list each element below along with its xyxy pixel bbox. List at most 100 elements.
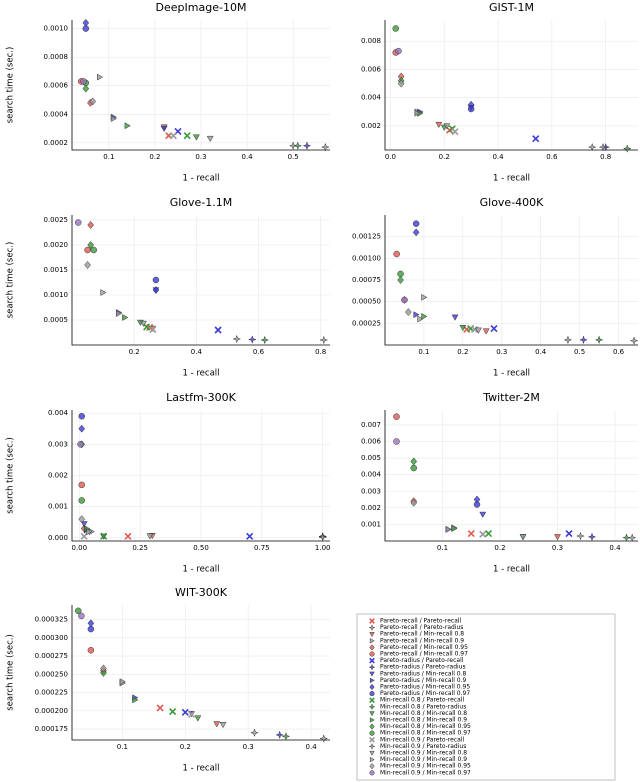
y-tick-label: 0.0025: [44, 216, 69, 224]
x-tick-label: 1.00: [315, 544, 331, 552]
x-tick-label: 0.2: [180, 743, 191, 751]
y-tick-label: 0.003: [48, 440, 68, 448]
legend-label: Min-recall 0.9 / Min-recall 0.95: [380, 763, 471, 770]
x-tick-label: 0.5: [288, 153, 299, 161]
y-axis-label: search time (sec.): [6, 437, 16, 514]
marker: [100, 668, 107, 677]
marker: [100, 533, 108, 540]
marker: [445, 525, 452, 533]
x-axis-label: 1 - recall: [182, 764, 219, 774]
legend-label: Pareto-radius / Min-recall 0.9: [380, 677, 467, 684]
legend-marker: [369, 691, 375, 697]
axis-frame: [384, 410, 638, 542]
marker: [78, 497, 85, 504]
marker: [576, 531, 585, 541]
marker: [412, 228, 420, 237]
marker: [479, 530, 487, 538]
marker: [140, 320, 147, 328]
marker: [563, 335, 573, 345]
x-tick-label: 0.4: [191, 348, 203, 356]
legend-marker: [369, 651, 375, 657]
marker: [146, 533, 154, 540]
marker: [321, 142, 330, 152]
legend-label: Pareto-recall / Min-recall 0.8: [380, 631, 464, 638]
legend-label: Min-recall 0.9 / Pareto-recall: [380, 736, 464, 743]
y-tick-label: 0.0006: [44, 82, 69, 90]
marker: [169, 132, 177, 140]
marker: [397, 270, 404, 278]
x-tick-label: 0.1: [103, 153, 114, 161]
legend-label: Min-recall 0.9 / Min-recall 0.8: [380, 750, 467, 757]
marker: [183, 132, 191, 140]
x-tick-label: 0.6: [253, 348, 265, 356]
x-tick-label: 0.00: [72, 544, 88, 552]
marker: [490, 324, 498, 333]
y-tick-label: 0.000225: [35, 689, 68, 697]
legend-marker: [369, 736, 375, 743]
x-tick-label: 0.2: [494, 544, 505, 552]
marker: [474, 327, 482, 334]
x-tick-label: 0.2: [439, 153, 450, 161]
marker: [421, 312, 428, 320]
marker: [482, 328, 490, 335]
legend-label: Pareto-recall / Min-recall 0.9: [380, 637, 464, 644]
legend-label: Min-recall 0.8 / Min-recall 0.97: [380, 730, 471, 737]
x-tick-label: 0.25: [132, 544, 148, 552]
marker: [80, 78, 87, 85]
x-tick-label: 0.4: [242, 153, 254, 161]
marker: [122, 314, 129, 321]
axis-frame: [71, 410, 330, 542]
legend-label: Min-recall 0.8 / Min-recall 0.95: [380, 723, 471, 730]
marker: [181, 708, 189, 716]
legend-marker: [369, 677, 375, 684]
marker: [459, 325, 467, 332]
x-tick-label: 0.4: [492, 153, 504, 161]
marker: [401, 296, 408, 304]
y-tick-label: 0.000200: [35, 707, 68, 715]
y-tick-label: 0.00050: [352, 298, 381, 306]
legend-label: Min-recall 0.8 / Min-recall 0.9: [380, 717, 467, 724]
x-tick-label: 0.8: [315, 348, 326, 356]
marker: [395, 47, 402, 55]
marker: [318, 532, 328, 542]
legend-marker: [369, 730, 375, 736]
legend-label: Min-recall 0.8 / Pareto-radius: [380, 703, 466, 710]
marker: [194, 715, 202, 722]
legend-label: Min-recall 0.9 / Pareto-radius: [380, 743, 466, 750]
marker: [393, 250, 400, 258]
chart-title: WIT-300K: [175, 586, 228, 599]
legend-marker: [369, 638, 375, 644]
marker: [410, 457, 418, 466]
marker: [96, 73, 104, 81]
y-tick-label: 0.006: [361, 438, 382, 446]
marker: [598, 142, 608, 152]
marker: [451, 525, 458, 532]
marker: [78, 424, 86, 433]
x-axis-label: 1 - recall: [182, 174, 219, 184]
marker: [319, 335, 329, 345]
marker: [78, 515, 86, 524]
marker: [82, 84, 90, 93]
y-tick-label: 0.0010: [44, 291, 69, 299]
x-tick-label: 0.6: [546, 153, 558, 161]
legend-label: Pareto-radius / Min-recall 0.8: [380, 670, 467, 677]
marker: [187, 710, 196, 719]
legend-label: Pareto-recall / Pareto-recall: [380, 618, 462, 625]
marker: [410, 464, 418, 472]
marker: [74, 219, 82, 226]
marker: [80, 521, 88, 528]
legend-marker: [369, 683, 375, 691]
x-tick-label: 0.3: [496, 348, 507, 356]
axis-frame: [71, 215, 330, 346]
marker: [110, 115, 117, 122]
legend-marker: [369, 632, 375, 638]
marker: [565, 529, 573, 538]
y-tick-label: 0.002: [361, 504, 381, 512]
x-axis-label: 1 - recall: [493, 369, 530, 379]
marker: [587, 142, 597, 152]
marker: [169, 707, 177, 716]
y-axis-label: search time (sec.): [6, 47, 16, 124]
marker: [554, 534, 561, 541]
